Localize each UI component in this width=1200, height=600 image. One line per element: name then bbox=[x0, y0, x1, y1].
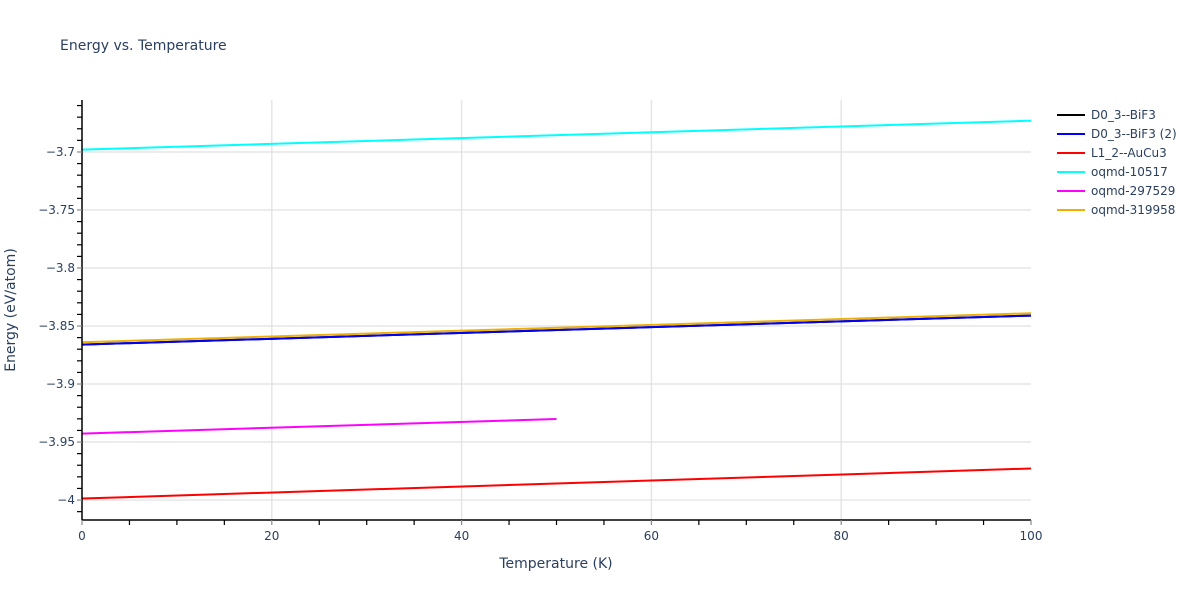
legend-label: D0_3--BiF3 (2) bbox=[1091, 127, 1177, 141]
y-tick-label: −3.85 bbox=[38, 319, 75, 333]
legend-item[interactable]: oqmd-319958 bbox=[1057, 203, 1175, 217]
legend: D0_3--BiF3 D0_3--BiF3 (2) L1_2--AuCu3 oqmd-… bbox=[1057, 108, 1177, 217]
x-tick-label: 80 bbox=[834, 529, 849, 543]
x-axis-title: Temperature (K) bbox=[498, 556, 612, 572]
x-tick-label: 60 bbox=[644, 529, 659, 543]
chart-title: Energy vs. Temperature bbox=[60, 38, 227, 54]
legend-label: L1_2--AuCu3 bbox=[1091, 146, 1167, 160]
legend-item[interactable]: oqmd-10517 bbox=[1057, 165, 1168, 179]
legend-item[interactable]: D0_3--BiF3 (2) bbox=[1057, 127, 1177, 141]
series-line bbox=[81, 467, 1032, 500]
legend-label: oqmd-319958 bbox=[1091, 203, 1175, 217]
y-tick-label: −3.95 bbox=[38, 435, 75, 449]
series-line bbox=[81, 314, 1032, 346]
x-tick-label: 40 bbox=[454, 529, 469, 543]
axes: 0 20 40 60 80 100 −3.7 −3.75 −3.8 −3.85 −3.9 −3.95 −… bbox=[38, 100, 1042, 543]
x-tick-label: 0 bbox=[78, 529, 86, 543]
plot-series bbox=[81, 119, 1032, 500]
legend-item[interactable]: L1_2--AuCu3 bbox=[1057, 146, 1167, 160]
series-line bbox=[81, 312, 1032, 344]
y-tick-label: −3.75 bbox=[38, 203, 75, 217]
y-tick-label: −3.8 bbox=[46, 261, 75, 275]
legend-label: D0_3--BiF3 bbox=[1091, 108, 1156, 122]
legend-item[interactable]: D0_3--BiF3 bbox=[1057, 108, 1156, 122]
y-tick-label: −4 bbox=[57, 493, 75, 507]
x-tick-label: 100 bbox=[1020, 529, 1043, 543]
legend-label: oqmd-10517 bbox=[1091, 165, 1168, 179]
x-tick-label: 20 bbox=[264, 529, 279, 543]
y-tick-label: −3.7 bbox=[46, 145, 75, 159]
legend-item[interactable]: oqmd-297529 bbox=[1057, 184, 1175, 198]
y-axis-title: Energy (eV/atom) bbox=[3, 248, 19, 372]
legend-label: oqmd-297529 bbox=[1091, 184, 1175, 198]
series-line bbox=[81, 418, 557, 435]
series-line bbox=[81, 119, 1032, 151]
gridlines bbox=[82, 100, 1031, 520]
y-tick-label: −3.9 bbox=[46, 377, 75, 391]
